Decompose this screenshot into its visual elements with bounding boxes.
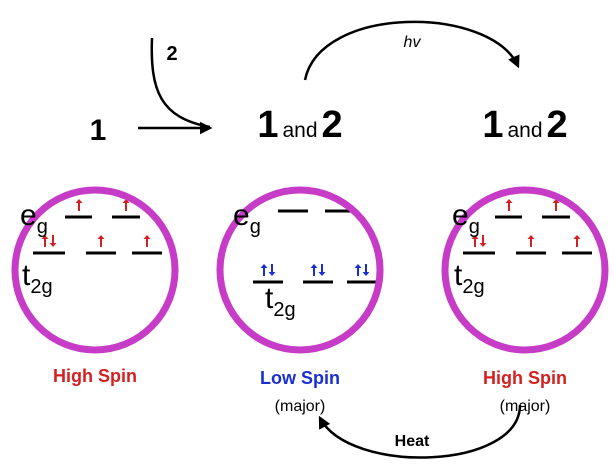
- heat-arrow: [318, 404, 522, 459]
- electron-head: [49, 243, 57, 247]
- compound-label: 1: [90, 114, 107, 147]
- electron-head: [552, 199, 560, 203]
- eg-label: eg: [233, 199, 261, 238]
- electron-head: [75, 199, 83, 203]
- electron-head: [268, 272, 276, 276]
- heat-label: Heat: [395, 433, 430, 450]
- eg-label: eg: [452, 199, 480, 238]
- t2g-label: t2g: [265, 282, 296, 321]
- state-circle: [216, 186, 384, 354]
- electron-head: [122, 199, 130, 203]
- note: (major): [275, 398, 326, 415]
- electron-head: [505, 199, 513, 203]
- state-circle: [11, 186, 179, 354]
- electron-head: [143, 235, 151, 239]
- eg-label: eg: [20, 199, 48, 238]
- electron-head: [41, 235, 49, 239]
- added-label: 2: [166, 43, 177, 65]
- electron-head: [573, 235, 581, 239]
- electron-head: [318, 272, 326, 276]
- electron-head: [310, 264, 318, 268]
- electron-head: [362, 272, 370, 276]
- compound-label: 1 and 2: [257, 104, 342, 146]
- electron-head: [354, 264, 362, 268]
- electron-head: [260, 264, 268, 268]
- electron-head: [97, 235, 105, 239]
- t2g-label: t2g: [22, 259, 53, 298]
- photo-arrow: [303, 20, 520, 81]
- note: (major): [500, 398, 551, 415]
- spin-label: High Spin: [483, 368, 567, 388]
- spin-label: Low Spin: [260, 368, 340, 388]
- electron-head: [471, 235, 479, 239]
- spin-label: High Spin: [53, 366, 137, 386]
- electron-head: [527, 235, 535, 239]
- t2g-label: t2g: [454, 259, 485, 298]
- state-circle: [441, 186, 609, 354]
- photo-label: hv: [404, 34, 422, 51]
- compound-label: 1 and 2: [482, 104, 567, 146]
- electron-head: [479, 243, 487, 247]
- added-arrow: [150, 37, 211, 129]
